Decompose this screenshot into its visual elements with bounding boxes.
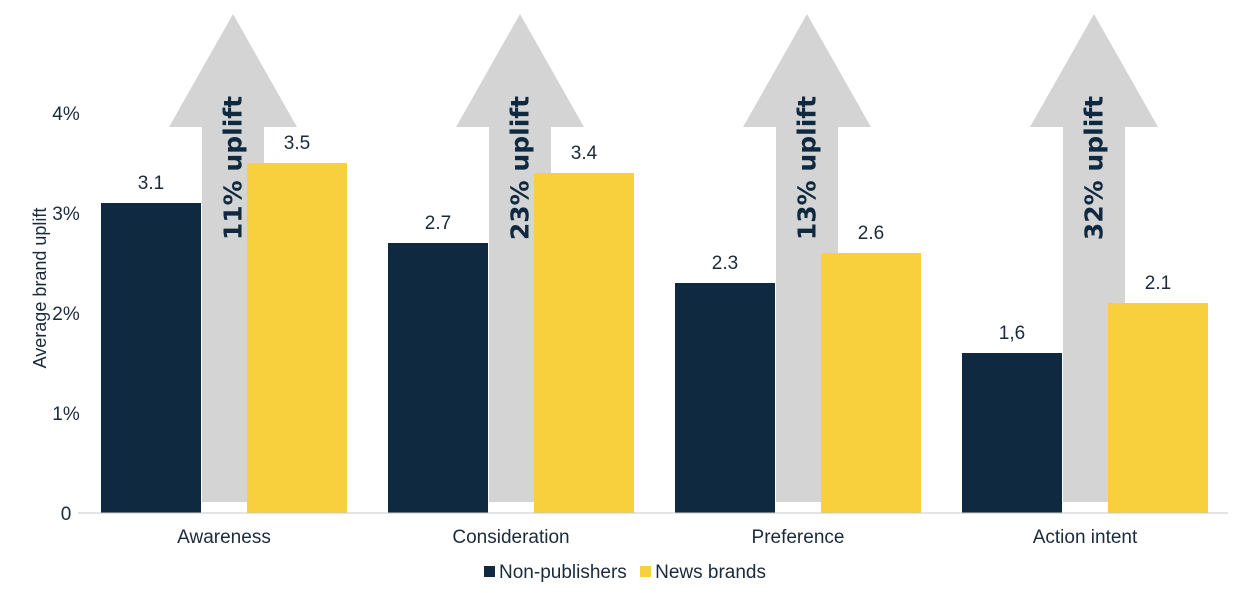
y-tick-label: 3% <box>52 204 80 225</box>
uplift-arrow-action-intent <box>1030 14 1158 502</box>
bar-non-publishers-action-intent <box>962 353 1062 513</box>
uplift-arrow-awareness <box>169 14 297 502</box>
category-label-consideration: Consideration <box>452 527 569 548</box>
legend-swatch-news-brands <box>640 566 652 577</box>
y-tick-label: 1% <box>52 404 80 425</box>
legend-item-news-brands: News brands <box>640 562 766 584</box>
category-label-action-intent: Action intent <box>1033 527 1138 548</box>
data-label-non-publishers-consideration: 2.7 <box>425 213 451 234</box>
y-tick-label: 4% <box>52 104 80 125</box>
data-label-non-publishers-action-intent: 1,6 <box>999 323 1025 344</box>
legend-label-news-brands: News brands <box>655 562 766 583</box>
data-label-news-brands-awareness: 3.5 <box>284 133 310 154</box>
y-tick-label: 0 <box>61 504 72 525</box>
uplift-annotation-awareness: 11% uplift <box>219 96 248 240</box>
legend-label-non-publishers: Non-publishers <box>499 562 627 583</box>
data-label-news-brands-action-intent: 2.1 <box>1145 273 1171 294</box>
legend-swatch-non-publishers <box>484 566 496 577</box>
bar-news-brands-action-intent <box>1108 303 1208 513</box>
bar-non-publishers-consideration <box>388 243 488 513</box>
bar-news-brands-consideration <box>534 173 634 513</box>
category-label-preference: Preference <box>752 527 845 548</box>
uplift-annotation-preference: 13% uplift <box>793 96 822 240</box>
legend: Non-publishers News brands <box>0 562 1250 584</box>
y-tick-label: 2% <box>52 304 80 325</box>
uplift-annotation-action-intent: 32% uplift <box>1080 96 1109 240</box>
bar-non-publishers-awareness <box>101 203 201 513</box>
bar-news-brands-preference <box>821 253 921 513</box>
uplift-annotation-consideration: 23% uplift <box>506 96 535 240</box>
uplift-arrow-consideration <box>456 14 584 502</box>
data-label-news-brands-preference: 2.6 <box>858 223 884 244</box>
bar-non-publishers-preference <box>675 283 775 513</box>
category-label-awareness: Awareness <box>177 527 271 548</box>
y-axis-title: Average brand uplift <box>30 208 50 369</box>
data-label-non-publishers-preference: 2.3 <box>712 253 738 274</box>
data-label-news-brands-consideration: 3.4 <box>571 143 598 164</box>
legend-item-non-publishers: Non-publishers <box>484 562 627 584</box>
bar-news-brands-awareness <box>247 163 347 513</box>
uplift-arrow-preference <box>743 14 871 502</box>
data-label-non-publishers-awareness: 3.1 <box>138 173 164 194</box>
